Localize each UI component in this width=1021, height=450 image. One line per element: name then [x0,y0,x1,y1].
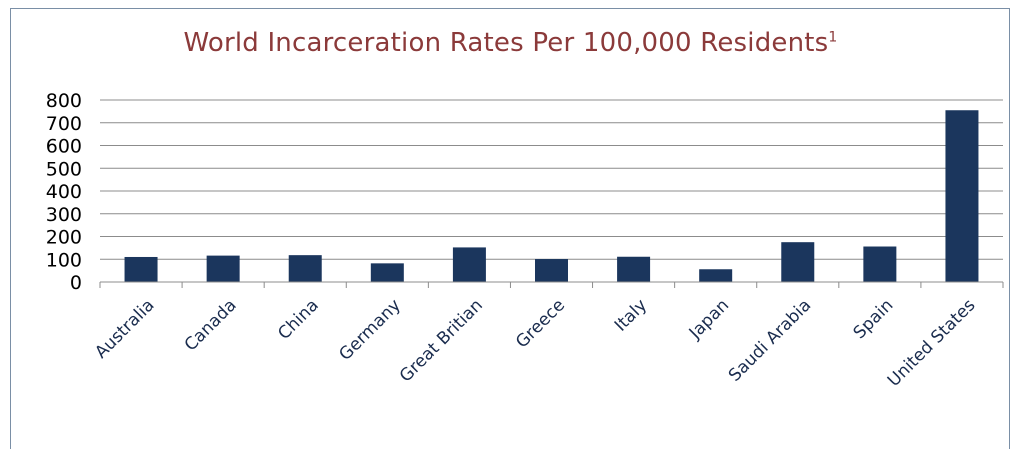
y-tick-label: 500 [46,158,82,180]
y-tick-label: 400 [46,181,82,203]
bar-united-states [945,110,979,282]
bar-japan [699,269,733,282]
x-tick-label: Australia [91,295,158,362]
chart-frame [10,8,1010,449]
gridlines [100,99,1003,260]
bar-saudi-arabia [781,242,815,282]
bar-great-britian [452,247,486,282]
bar-australia [124,256,158,282]
x-tick-label: Great Britian [396,295,487,386]
x-axis [99,281,1004,288]
title-footnote-marker: 1 [828,29,838,46]
x-tick-label: Germany [335,295,404,364]
x-tick-label: United States [884,295,980,391]
bar-spain [863,246,897,282]
y-tick-label: 700 [46,113,82,135]
x-tick-label: Italy [611,295,651,335]
chart-title: World Incarceration Rates Per 100,000 Re… [183,28,838,58]
x-tick-label: Canada [181,295,241,355]
bars [124,110,979,282]
x-tick-label: Greece [512,295,569,352]
x-tick-label: China [274,295,322,343]
y-tick-label: 300 [46,204,82,226]
bar-germany [370,263,404,282]
x-tick-label: Japan [685,295,733,343]
x-tick-label: Spain [850,295,898,343]
bar-greece [535,259,568,282]
y-tick-label: 0 [70,272,82,294]
y-tick-label: 200 [46,227,82,249]
y-tick-label: 100 [46,249,82,271]
bar-canada [206,255,240,282]
bar-italy [617,256,651,282]
bar-china [288,255,322,282]
y-tick-label: 800 [46,90,82,112]
y-tick-label: 600 [46,136,82,158]
x-tick-label: Saudi Arabia [725,295,815,385]
